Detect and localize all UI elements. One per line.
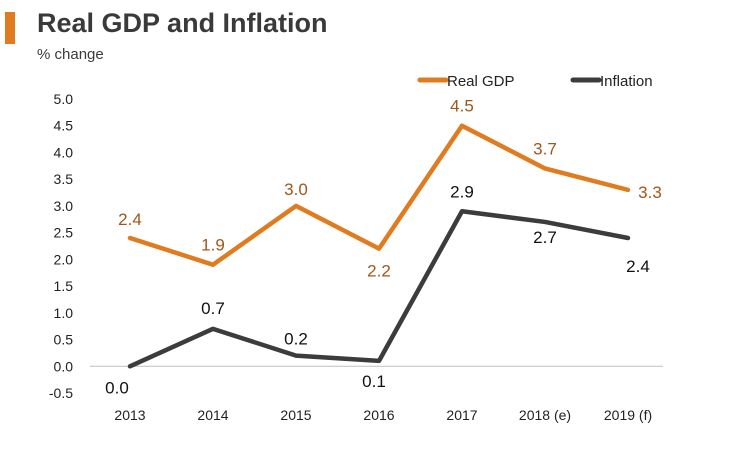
x-tick-label: 2015 xyxy=(280,407,311,423)
y-tick-label: 2.5 xyxy=(54,225,74,241)
legend-label-real-gdp: Real GDP xyxy=(447,73,515,90)
y-tick-label: -0.5 xyxy=(49,385,73,401)
data-label-real-gdp: 2.4 xyxy=(118,210,142,229)
x-tick-label: 2017 xyxy=(446,407,477,423)
x-tick-label: 2019 (f) xyxy=(604,407,652,423)
title-accent-bar xyxy=(5,12,15,44)
legend-label-inflation: Inflation xyxy=(600,73,653,90)
data-label-inflation: 0.2 xyxy=(284,330,308,349)
y-tick-label: 1.0 xyxy=(54,305,74,321)
x-tick-label: 2013 xyxy=(114,407,145,423)
data-label-inflation: 2.7 xyxy=(533,228,557,247)
data-label-real-gdp: 3.0 xyxy=(284,180,308,199)
y-tick-label: 0.0 xyxy=(54,358,74,374)
data-label-real-gdp: 4.5 xyxy=(450,97,474,116)
series-line-real-gdp xyxy=(127,123,631,267)
x-tick-label: 2016 xyxy=(363,407,394,423)
y-tick-label: 4.5 xyxy=(54,118,74,134)
data-label-inflation: 0.0 xyxy=(105,378,129,397)
chart-legend: Real GDP Inflation xyxy=(417,73,653,90)
y-tick-label: 3.5 xyxy=(54,171,74,187)
y-tick-label: 4.0 xyxy=(54,144,74,160)
chart-series-lines xyxy=(127,123,631,369)
chart-axes: 5.0 4.5 4.0 3.5 3.0 2.5 2.0 1.5 1.0 0.5 0.0 -0.5 201… xyxy=(49,91,663,423)
data-label-real-gdp: 3.7 xyxy=(533,139,557,158)
x-tick-label: 2014 xyxy=(197,407,228,423)
data-label-inflation: 0.7 xyxy=(201,299,225,318)
chart-title: Real GDP and Inflation xyxy=(37,8,328,38)
series-line-inflation xyxy=(127,209,631,369)
data-label-inflation: 2.4 xyxy=(626,257,650,276)
y-tick-label: 1.5 xyxy=(54,278,74,294)
data-label-inflation: 0.1 xyxy=(362,372,386,391)
chart-data-labels: 2.4 1.9 3.0 2.2 4.5 3.7 3.3 0.0 0.7 0.2 0.1 2.9 2.7 2… xyxy=(105,97,662,398)
data-label-real-gdp: 3.3 xyxy=(638,183,662,202)
y-tick-label: 0.5 xyxy=(54,332,74,348)
chart-subtitle: % change xyxy=(37,46,104,63)
data-label-real-gdp: 2.2 xyxy=(367,262,391,281)
x-tick-label: 2018 (e) xyxy=(519,407,571,423)
y-tick-label: 3.0 xyxy=(54,198,74,214)
y-tick-label: 5.0 xyxy=(54,91,74,107)
data-label-inflation: 2.9 xyxy=(450,182,474,201)
y-tick-label: 2.0 xyxy=(54,251,74,267)
data-label-real-gdp: 1.9 xyxy=(201,236,225,255)
